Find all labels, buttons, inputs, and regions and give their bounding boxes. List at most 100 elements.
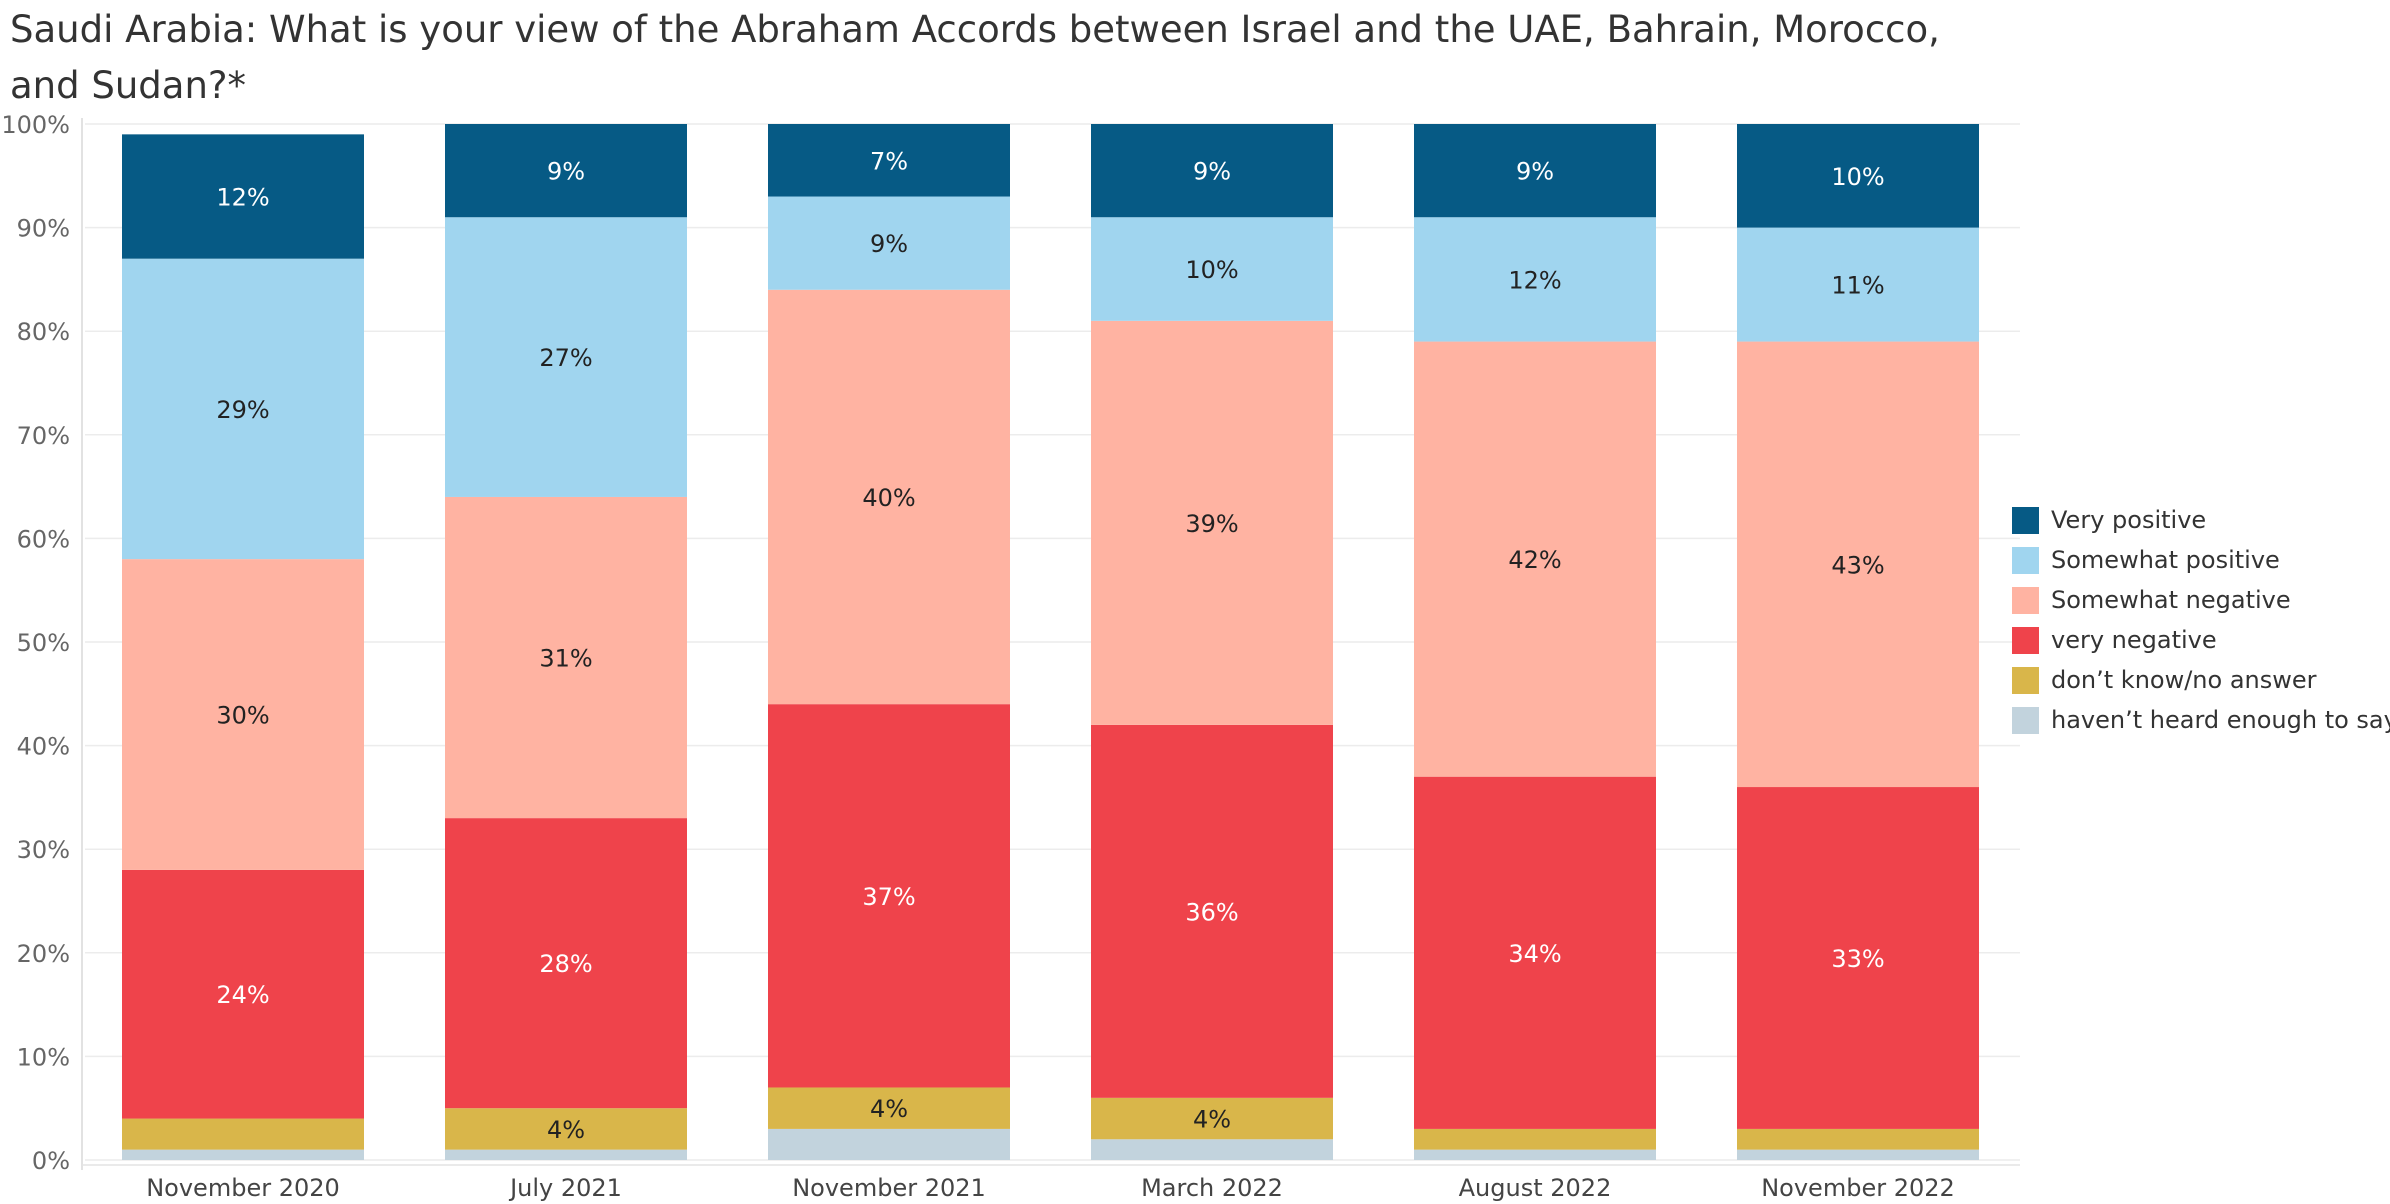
bar-segment [445, 1149, 687, 1160]
data-label: 30% [216, 702, 269, 730]
data-label: 9% [870, 230, 908, 258]
legend-swatch [2012, 626, 2039, 654]
data-label: 39% [1185, 510, 1238, 538]
bar-segment [1737, 227, 1979, 342]
bar-segment [122, 1149, 364, 1160]
legend-label: haven’t heard enough to say [2051, 706, 2390, 734]
x-tick-label: November 2021 [792, 1174, 986, 1202]
x-axis: November 2020 July 2021 November 2021 March… [146, 1174, 1955, 1202]
bar-segment [1091, 724, 1333, 1098]
legend: Very positive Somewhat positive Somewhat n… [2012, 500, 2390, 740]
bar-segment [445, 818, 687, 1109]
data-label: 31% [539, 645, 592, 673]
bar-segment [1414, 776, 1656, 1129]
y-tick-label: 60% [17, 525, 70, 553]
chart-title: Saudi Arabia: What is your view of the A… [10, 8, 1940, 107]
bar-segment [122, 258, 364, 560]
bar-segment [122, 1118, 364, 1150]
legend-swatch [2012, 506, 2039, 534]
x-tick-label: November 2022 [1761, 1174, 1955, 1202]
data-label: 9% [1193, 158, 1231, 186]
data-label: 4% [870, 1095, 908, 1123]
legend-label: Somewhat positive [2051, 546, 2280, 574]
bar-segment [122, 559, 364, 870]
x-tick-label: August 2022 [1459, 1174, 1612, 1202]
bar-segment [1091, 320, 1333, 725]
x-tick-label: November 2020 [146, 1174, 340, 1202]
y-tick-label: 0% [32, 1147, 70, 1175]
data-label: 12% [216, 184, 269, 212]
bar-segment [1737, 1149, 1979, 1160]
bar-segment [1737, 787, 1979, 1129]
data-label: 4% [1193, 1106, 1231, 1134]
data-label: 12% [1508, 266, 1561, 294]
data-label: 40% [862, 484, 915, 512]
legend-swatch [2012, 546, 2039, 574]
data-label: 24% [216, 981, 269, 1009]
data-label: 10% [1185, 256, 1238, 284]
bar-segment [445, 217, 687, 497]
bar-segment [768, 704, 1010, 1088]
y-tick-label: 30% [17, 836, 70, 864]
legend-label: Somewhat negative [2051, 586, 2291, 614]
legend-item: haven’t heard enough to say [2012, 700, 2390, 740]
legend-item: Somewhat negative [2012, 580, 2390, 620]
data-label: 33% [1831, 945, 1884, 973]
bar-segment [1737, 124, 1979, 228]
data-label: 10% [1831, 163, 1884, 191]
bar-segment [1414, 1128, 1656, 1150]
legend-label: very negative [2051, 626, 2217, 654]
bar-segment [445, 496, 687, 819]
y-tick-label: 80% [17, 318, 70, 346]
bar-segment [1414, 341, 1656, 777]
y-tick-label: 50% [17, 629, 70, 657]
data-label: 28% [539, 950, 592, 978]
legend-swatch [2012, 586, 2039, 614]
legend-item: very negative [2012, 620, 2390, 660]
legend-swatch [2012, 666, 2039, 694]
data-label: 7% [870, 147, 908, 175]
x-tick-label: March 2022 [1141, 1174, 1283, 1202]
bar-segment [768, 289, 1010, 705]
bar-segment [768, 1087, 1010, 1129]
legend-item: don’t know/no answer [2012, 660, 2390, 700]
bar-segment [768, 124, 1010, 197]
data-label: 11% [1831, 272, 1884, 300]
bar-segment [1414, 124, 1656, 218]
legend-label: don’t know/no answer [2051, 666, 2317, 694]
x-tick-label: July 2021 [508, 1174, 622, 1202]
bar-segment [1091, 217, 1333, 321]
legend-item: Very positive [2012, 500, 2390, 540]
y-tick-label: 70% [17, 422, 70, 450]
legend-item: Somewhat positive [2012, 540, 2390, 580]
legend-label: Very positive [2051, 506, 2207, 534]
bars: 24% 30% 29% 12% 4% 28% 31% 27% 9% 4% 37% 40% 9% 7% 4% 3… [122, 124, 1979, 1160]
bar-segment [122, 134, 364, 259]
data-label: 37% [862, 883, 915, 911]
data-label: 36% [1185, 898, 1238, 926]
bar-segment [768, 1128, 1010, 1160]
y-tick-label: 20% [17, 940, 70, 968]
data-label: 9% [1516, 158, 1554, 186]
bar-segment [768, 196, 1010, 290]
y-tick-label: 90% [17, 215, 70, 243]
bar-segment [445, 124, 687, 218]
data-label: 27% [539, 344, 592, 372]
y-tick-label: 40% [17, 733, 70, 761]
bar-segment [1414, 217, 1656, 342]
y-tick-label: 100% [1, 111, 70, 139]
bar-segment [1414, 1149, 1656, 1160]
data-label: 34% [1508, 940, 1561, 968]
bar-segment [122, 869, 364, 1119]
legend-swatch [2012, 706, 2039, 734]
data-label: 4% [547, 1116, 585, 1144]
data-label: 43% [1831, 551, 1884, 579]
data-label: 29% [216, 396, 269, 424]
bar-segment [1737, 341, 1979, 788]
gridlines [85, 123, 2020, 1161]
bar-segment [445, 1108, 687, 1150]
bar-segment [1091, 1139, 1333, 1160]
data-label: 42% [1508, 546, 1561, 574]
y-tick-label: 10% [17, 1043, 70, 1071]
